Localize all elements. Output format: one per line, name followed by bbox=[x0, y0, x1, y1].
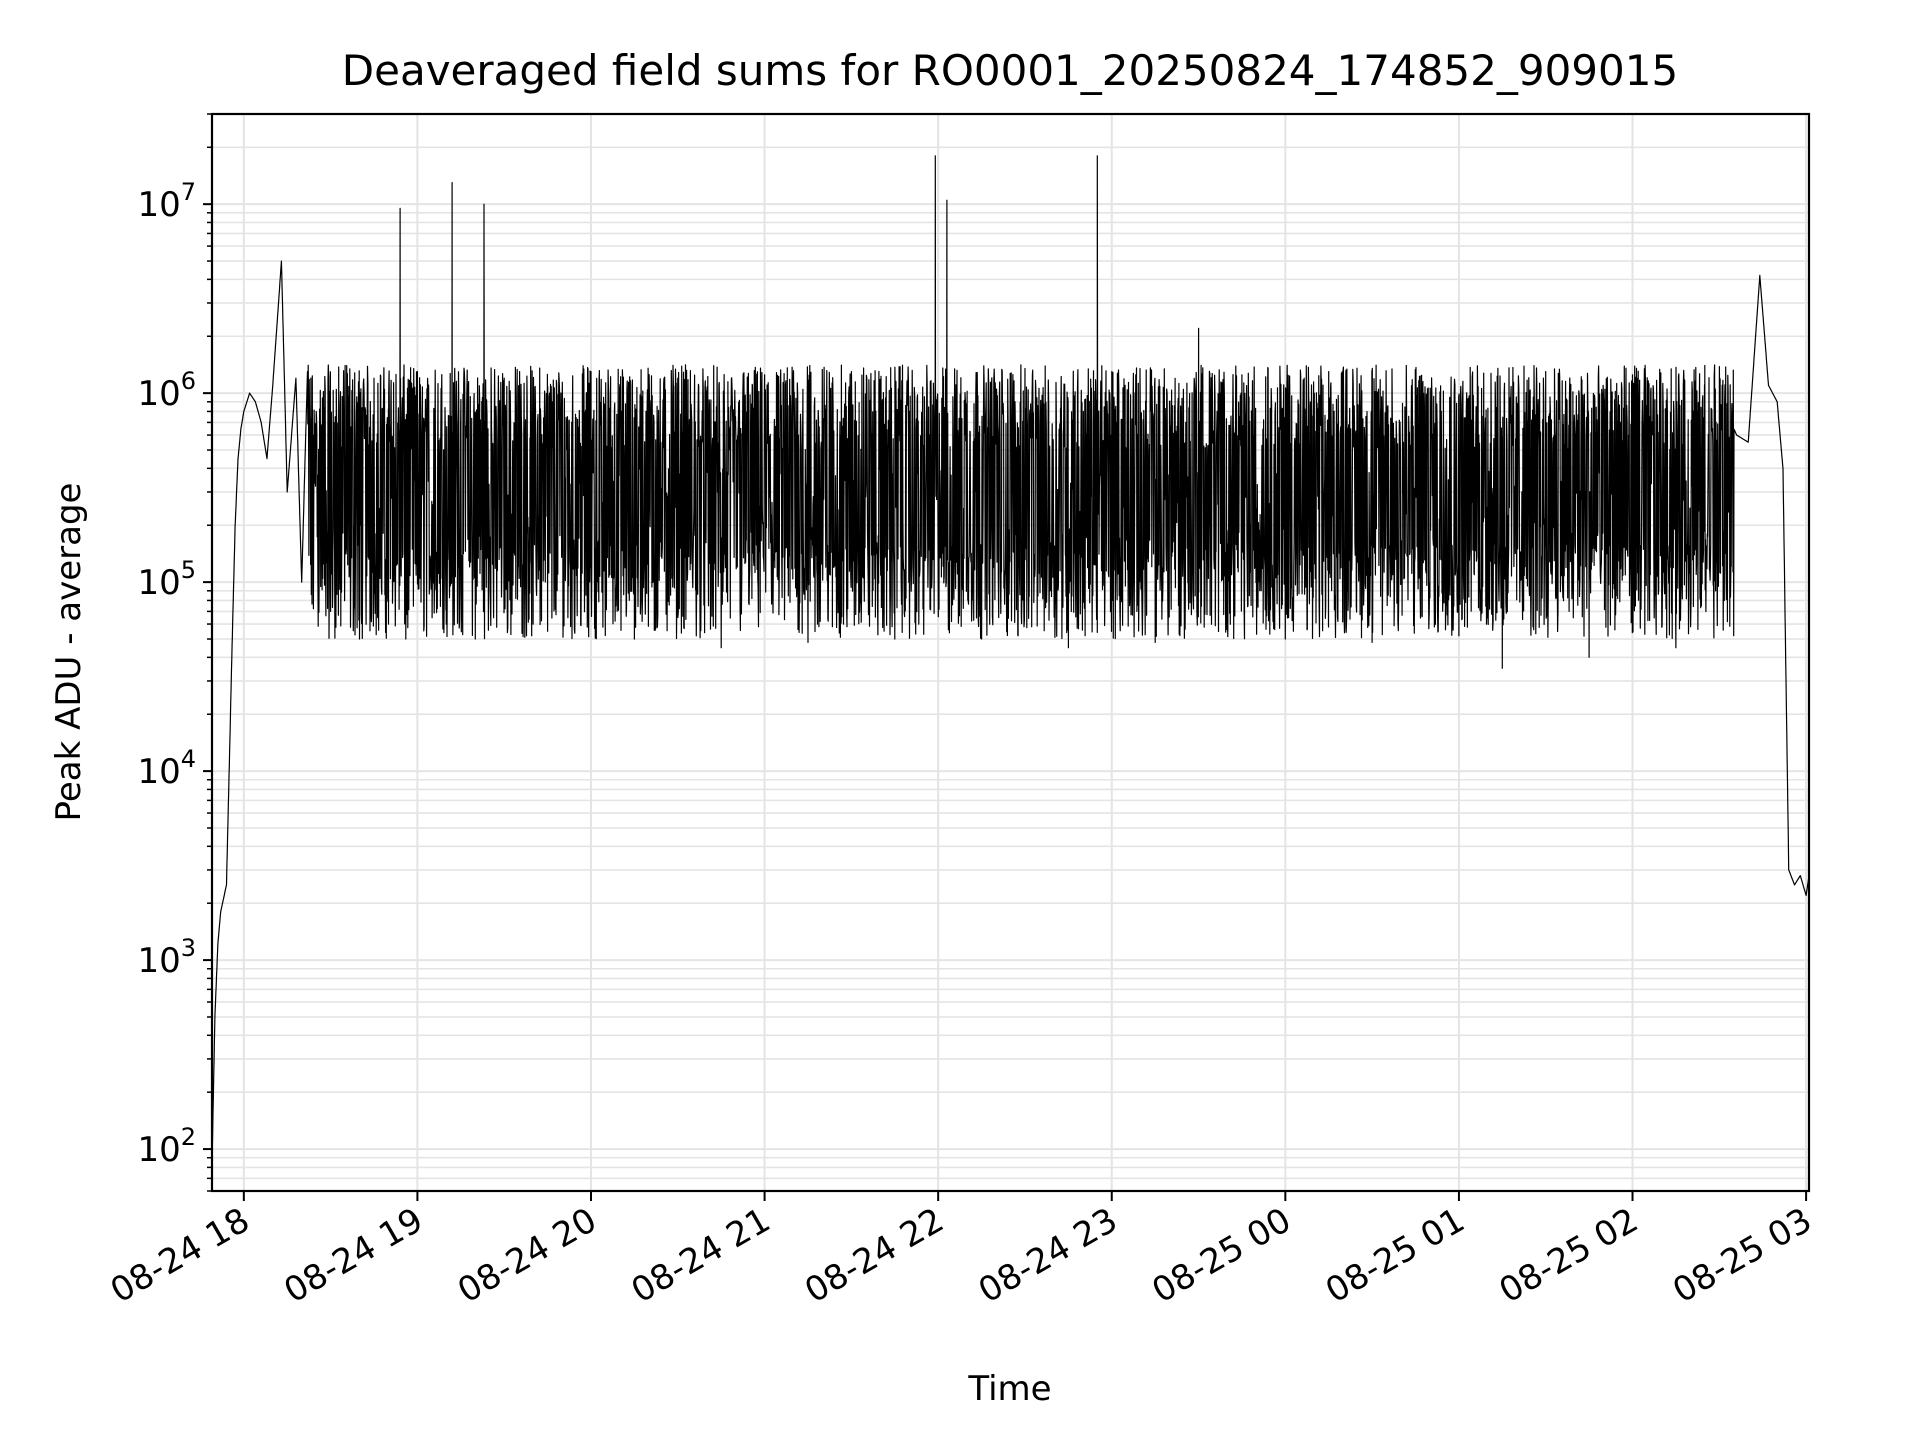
y-tick-label: 102 bbox=[137, 1123, 196, 1170]
x-tick-label: 08-24 22 bbox=[798, 1200, 950, 1311]
x-tick-label: 08-24 19 bbox=[278, 1200, 430, 1311]
y-tick-labels: 102 103 104 105 106 107 bbox=[137, 178, 196, 1170]
y-tick-label: 103 bbox=[137, 934, 196, 981]
data-series bbox=[211, 155, 1810, 1168]
x-tick-label: 08-25 00 bbox=[1145, 1200, 1297, 1311]
y-tick-label: 105 bbox=[137, 556, 196, 603]
x-tick-label: 08-25 03 bbox=[1666, 1200, 1818, 1311]
y-tick-label: 107 bbox=[137, 178, 196, 225]
x-tick-labels: 08-24 18 08-24 19 08-24 20 08-24 21 08-24 22… bbox=[104, 1200, 1819, 1311]
x-tick-label: 08-24 18 bbox=[104, 1200, 256, 1311]
x-tick-label: 08-24 20 bbox=[451, 1200, 603, 1311]
y-tick-label: 106 bbox=[137, 367, 196, 414]
chart-title: Deaveraged field sums for RO0001_2025082… bbox=[342, 46, 1678, 95]
series-line bbox=[211, 155, 1810, 1168]
x-tick-label: 08-24 23 bbox=[972, 1200, 1124, 1311]
x-tick-label: 08-24 21 bbox=[625, 1200, 777, 1311]
x-axis-label: Time bbox=[967, 1369, 1051, 1409]
plot-frame bbox=[210, 112, 1811, 1193]
axis-ticks bbox=[203, 113, 1808, 1201]
y-tick-label: 104 bbox=[137, 745, 196, 792]
x-tick-label: 08-25 01 bbox=[1319, 1200, 1471, 1311]
x-tick-label: 08-25 02 bbox=[1493, 1200, 1645, 1311]
y-axis-label: Peak ADU - average bbox=[49, 483, 89, 822]
